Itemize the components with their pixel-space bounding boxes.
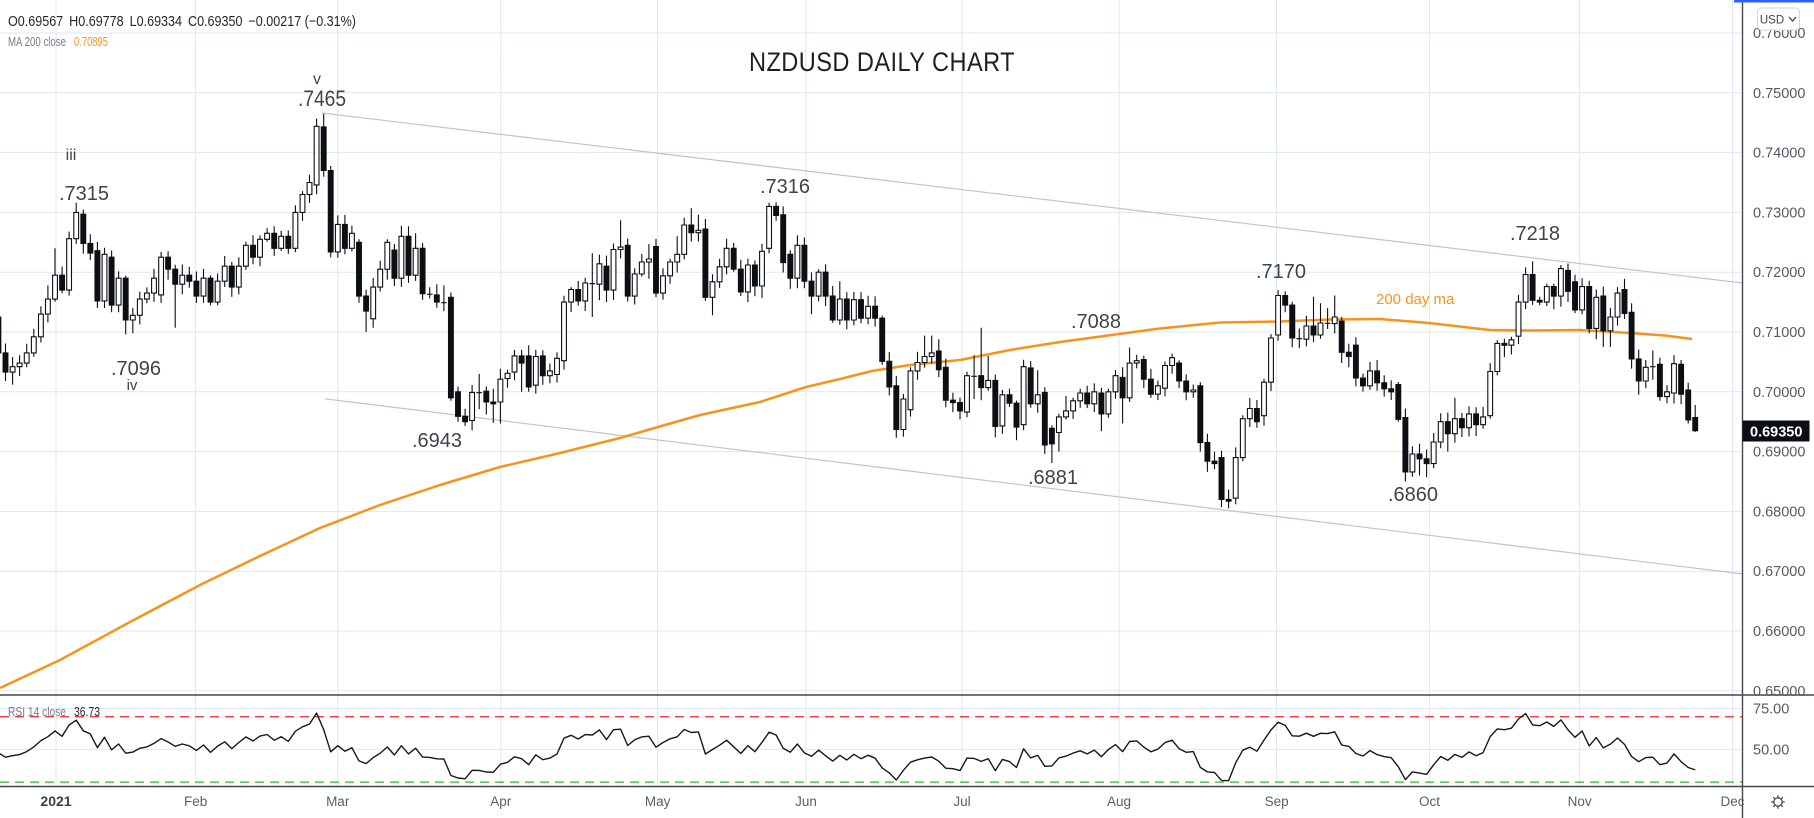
svg-text:iii: iii <box>66 147 77 164</box>
svg-text:.7218: .7218 <box>1510 223 1560 245</box>
svg-text:Mar: Mar <box>326 794 350 809</box>
svg-text:.7316: .7316 <box>760 176 810 198</box>
svg-text:0.70895: 0.70895 <box>74 35 108 49</box>
svg-text:200 day ma: 200 day ma <box>1376 291 1455 308</box>
svg-text:NZDUSD DAILY CHART: NZDUSD DAILY CHART <box>749 47 1015 77</box>
svg-text:50.00: 50.00 <box>1753 742 1789 758</box>
svg-text:0.67000: 0.67000 <box>1753 564 1805 580</box>
svg-text:0.66000: 0.66000 <box>1753 624 1805 640</box>
svg-text:0.73000: 0.73000 <box>1753 205 1805 221</box>
svg-text:Dec: Dec <box>1720 794 1744 809</box>
svg-text:36.73: 36.73 <box>74 705 100 719</box>
svg-text:.7088: .7088 <box>1071 311 1121 333</box>
svg-text:0.65000: 0.65000 <box>1753 684 1805 700</box>
svg-text:0.74000: 0.74000 <box>1753 146 1805 162</box>
svg-text:0.69000: 0.69000 <box>1753 445 1805 461</box>
svg-text:0.71000: 0.71000 <box>1753 325 1805 341</box>
svg-text:0.68000: 0.68000 <box>1753 504 1805 520</box>
svg-text:MA 200 close: MA 200 close <box>8 35 66 49</box>
svg-text:0.75000: 0.75000 <box>1753 86 1805 102</box>
svg-text:Aug: Aug <box>1107 794 1131 809</box>
svg-text:.7465: .7465 <box>298 86 346 111</box>
svg-text:iv: iv <box>127 377 138 394</box>
svg-text:0.70000: 0.70000 <box>1753 385 1805 401</box>
svg-text:75.00: 75.00 <box>1753 702 1789 718</box>
svg-text:.6860: .6860 <box>1388 484 1438 506</box>
svg-text:USD: USD <box>1760 15 1784 27</box>
svg-text:2021: 2021 <box>40 793 71 809</box>
svg-text:Nov: Nov <box>1568 794 1592 809</box>
svg-text:.7096: .7096 <box>111 358 161 380</box>
svg-text:.6881: .6881 <box>1028 467 1078 489</box>
svg-text:Sep: Sep <box>1265 794 1289 809</box>
svg-text:0.69350: 0.69350 <box>1750 425 1802 441</box>
svg-text:.6943: .6943 <box>412 430 462 452</box>
svg-text:RSI 14 close: RSI 14 close <box>8 705 66 719</box>
svg-text:0.72000: 0.72000 <box>1753 265 1805 281</box>
svg-text:Jun: Jun <box>795 794 817 809</box>
svg-text:Apr: Apr <box>490 794 512 809</box>
svg-text:O0.69567 H0.69778 L0.69334: O0.69567 H0.69778 L0.69334 C0.69350 −0.0… <box>8 14 356 30</box>
svg-text:Feb: Feb <box>184 794 207 809</box>
svg-text:v: v <box>313 71 321 88</box>
svg-text:.7170: .7170 <box>1256 261 1306 283</box>
svg-text:May: May <box>645 794 671 809</box>
svg-text:Jul: Jul <box>953 794 970 809</box>
svg-text:.7315: .7315 <box>59 183 109 205</box>
svg-text:Oct: Oct <box>1419 794 1440 809</box>
